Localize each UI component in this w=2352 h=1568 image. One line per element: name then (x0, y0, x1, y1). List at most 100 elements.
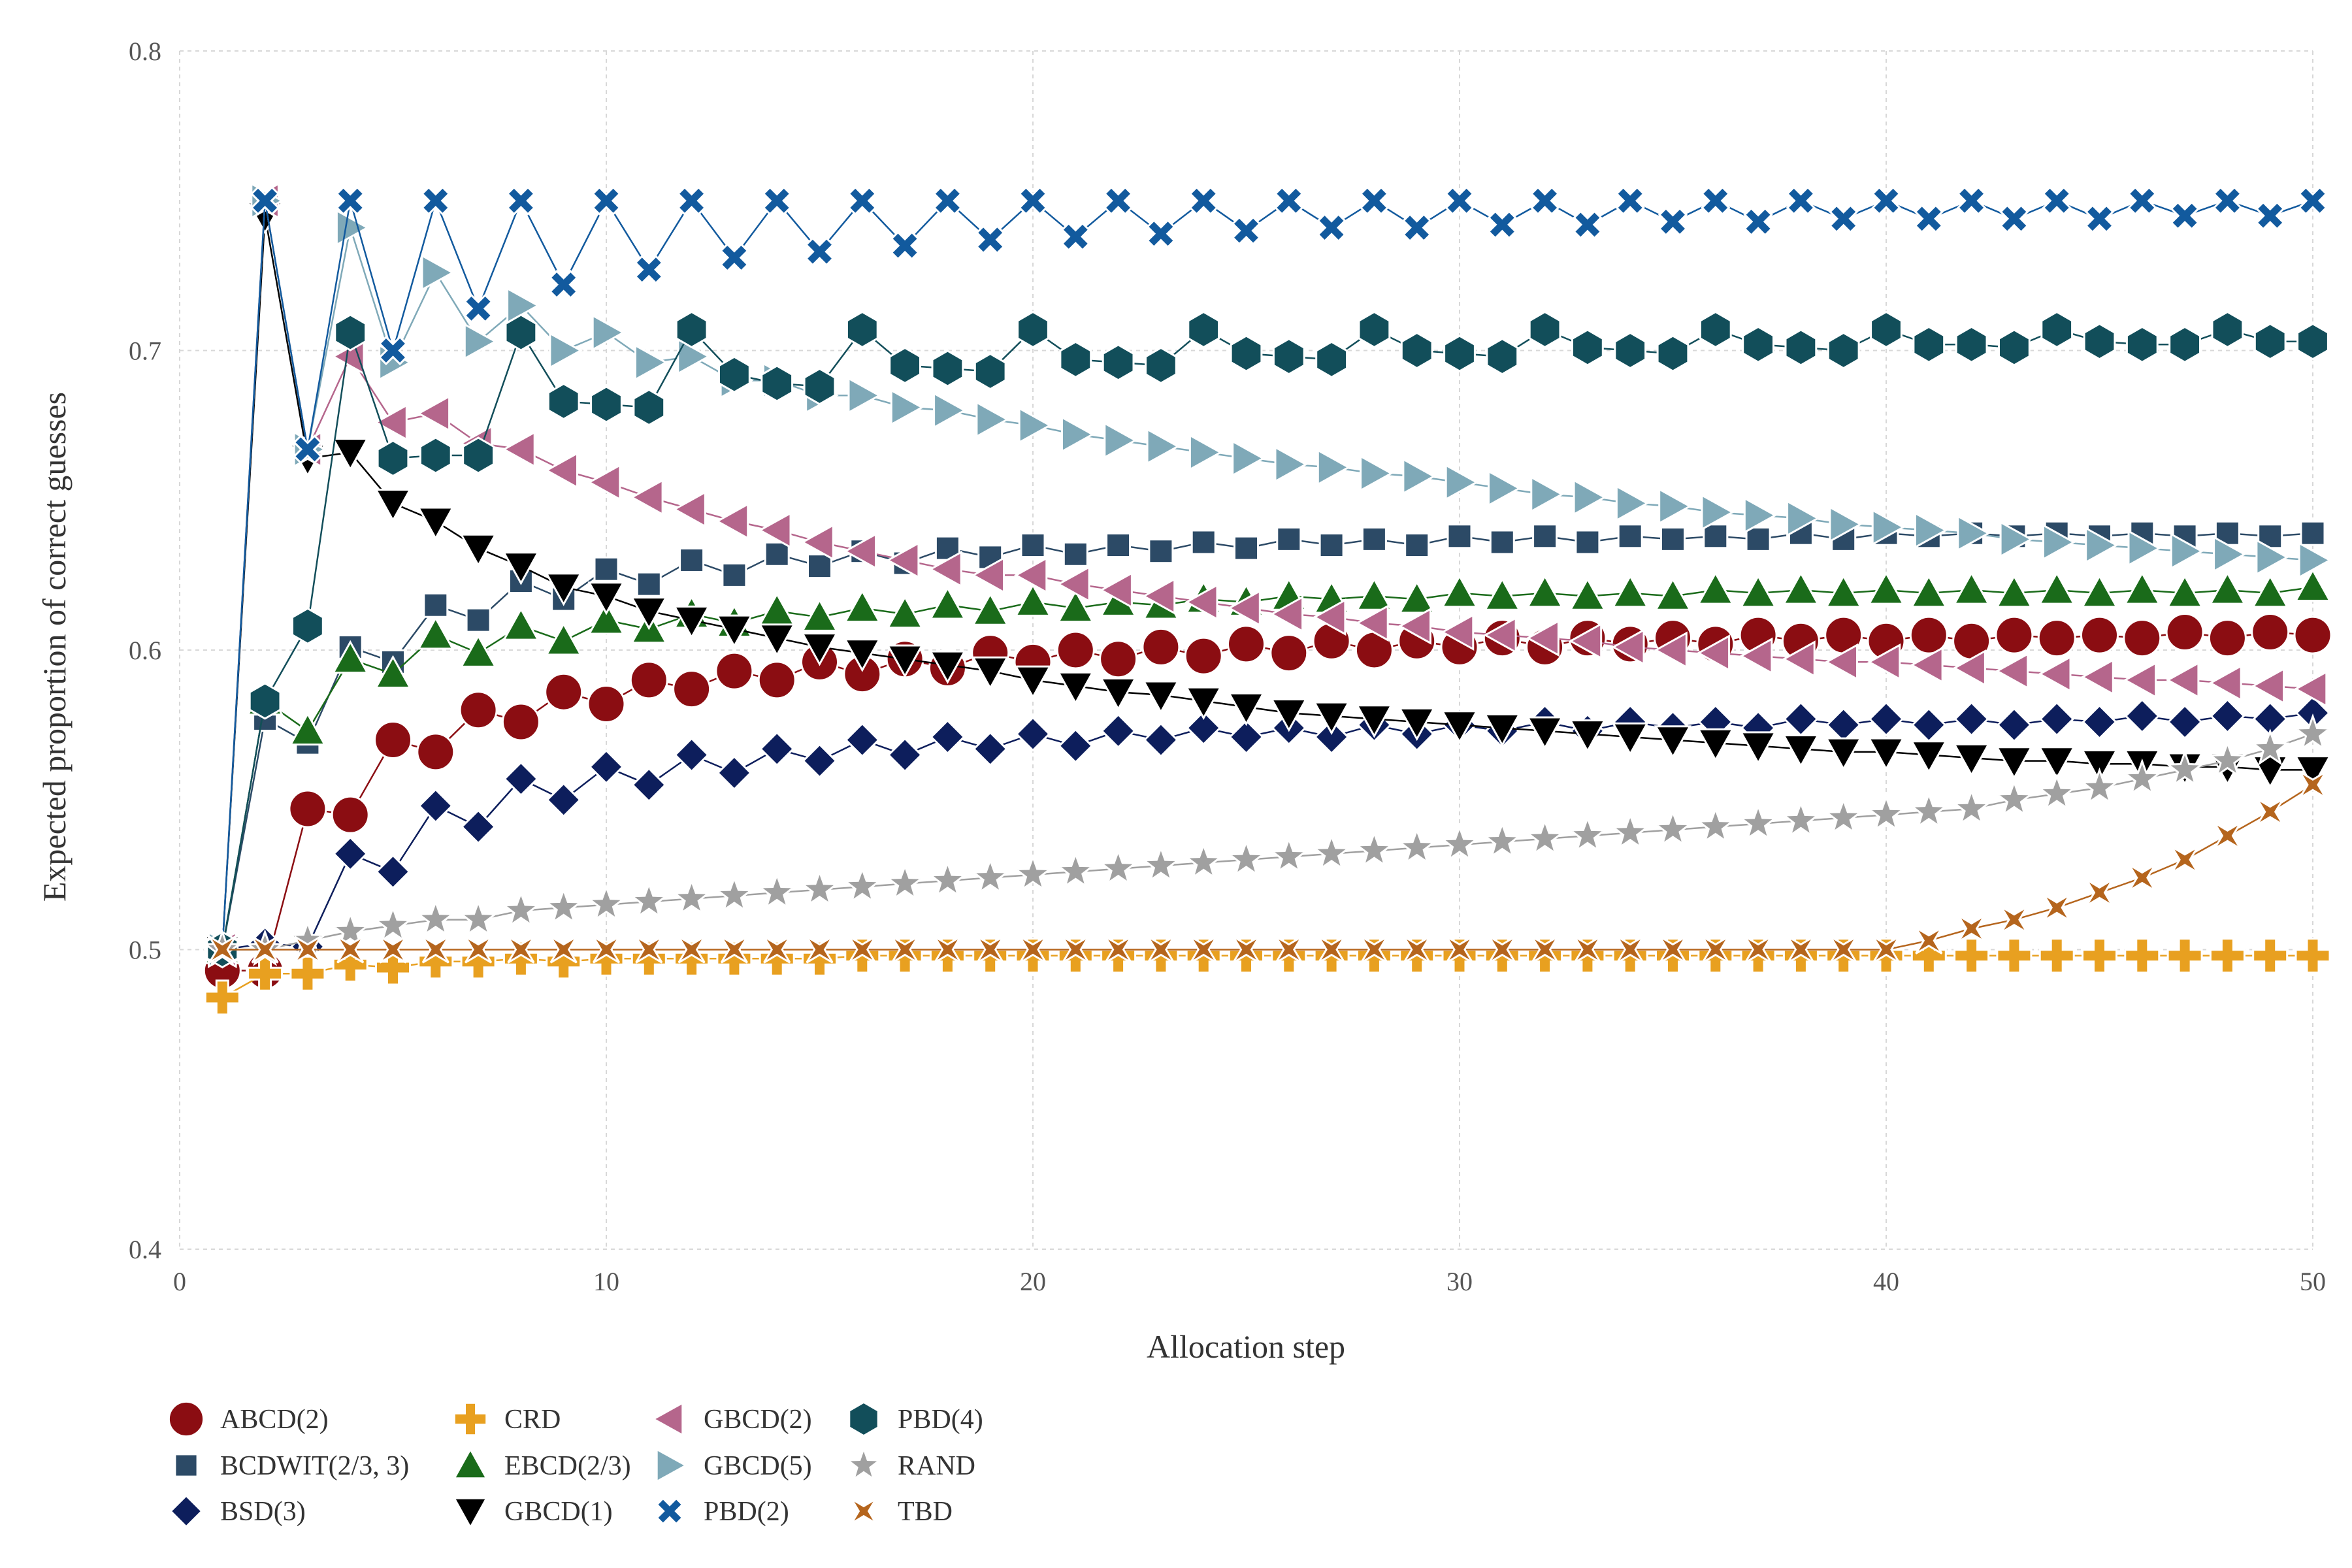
data-point-pbd-4 (718, 355, 751, 393)
data-point-gbcd-2 (2166, 661, 2200, 699)
series-line-bcdwit-2-3-3 (221, 532, 2313, 950)
data-point-pbd-4 (1998, 329, 2031, 367)
data-point-ebcd-2-3 (2123, 571, 2161, 605)
data-point-gbcd-5 (1146, 427, 1180, 465)
data-point-pbd-4 (1059, 340, 1092, 379)
data-point-tbd (1659, 936, 1687, 964)
data-point-pbd-4 (1827, 331, 1860, 370)
data-point-bsd-3 (2210, 698, 2246, 734)
legend-marker (848, 1401, 879, 1437)
data-point-gbcd-2 (2123, 661, 2157, 699)
data-point-pbd-4 (462, 436, 495, 474)
data-point-pbd-2 (1573, 210, 1603, 240)
data-point-pbd-2 (676, 186, 707, 216)
data-point-rand (757, 872, 797, 909)
data-point-tbd (1744, 936, 1772, 964)
data-point-bcdwit-2-3-3 (1703, 523, 1729, 549)
data-point-gbcd-5 (1402, 457, 1436, 495)
axes: 0 10 20 30 40 50 0.4 0.5 0.6 0.7 0.8 (129, 37, 2326, 1296)
series-line-pbd-2 (221, 198, 2313, 950)
data-point-pbd-4 (1400, 331, 1433, 370)
data-point-rand (1141, 845, 1181, 883)
data-point-tbd (507, 936, 535, 964)
data-point-rand (1739, 803, 1778, 841)
data-point-bcdwit-2-3-3 (593, 556, 619, 582)
data-point-abcd-2 (1184, 636, 1223, 676)
data-point-ebcd-2-3 (1483, 577, 1521, 611)
data-point-tbd (678, 936, 706, 964)
data-point-bsd-3 (1911, 707, 1947, 743)
legend-item-ebcd-2-3: EBCD(2/3) (452, 1447, 631, 1481)
legend-label: ABCD(2) (220, 1405, 329, 1435)
data-point-rand (544, 887, 583, 924)
x-tick-label: 40 (1873, 1267, 1899, 1296)
data-point-crd (2295, 938, 2331, 974)
data-point-tbd (1318, 936, 1346, 964)
data-point-gbcd-2 (1355, 604, 1389, 642)
data-point-abcd-2 (2165, 612, 2204, 651)
data-point-pbd-2 (2170, 201, 2200, 231)
data-point-rand (1823, 797, 1863, 835)
data-point-pbd-4 (1912, 325, 1946, 364)
data-point-gbcd-1 (1014, 665, 1052, 699)
data-point-bsd-3 (844, 722, 880, 758)
data-point-tbd (806, 936, 834, 964)
data-point-pbd-2 (506, 186, 536, 216)
data-point-rand (2293, 713, 2332, 751)
data-point-ebcd-2-3 (1014, 583, 1052, 617)
data-point-gbcd-1 (1910, 740, 1948, 774)
data-point-ebcd-2-3 (331, 640, 369, 674)
data-point-gbcd-1 (1142, 680, 1180, 714)
data-point-bsd-3 (972, 731, 1008, 767)
data-point-ebcd-2-3 (502, 607, 540, 641)
data-point-abcd-2 (288, 789, 327, 828)
data-point-pbd-4 (1272, 337, 1305, 376)
data-point-abcd-2 (672, 670, 711, 709)
data-point-gbcd-2 (544, 451, 578, 489)
data-point-ebcd-2-3 (2038, 571, 2076, 605)
data-point-gbcd-5 (1829, 505, 1863, 543)
data-point-bsd-3 (1228, 719, 1264, 755)
data-point-pbd-2 (1188, 186, 1218, 216)
data-point-pbd-4 (2296, 322, 2329, 361)
data-point-bsd-3 (1143, 722, 1179, 758)
data-point-bsd-3 (631, 767, 667, 803)
data-point-pbd-2 (932, 186, 963, 216)
data-point-gbcd-1 (1739, 731, 1777, 765)
data-point-pbd-4 (1528, 310, 1561, 349)
data-point-pbd-4 (760, 365, 794, 402)
data-point-gbcd-2 (1910, 646, 1944, 684)
data-point-pbd-2 (1829, 204, 1859, 234)
data-point-gbcd-1 (1526, 716, 1564, 750)
data-point-gbcd-1 (2080, 749, 2119, 783)
data-point-gbcd-2 (672, 490, 706, 529)
data-point-bcdwit-2-3-3 (1318, 532, 1345, 559)
data-point-gbcd-1 (800, 632, 839, 666)
data-point-gbcd-1 (1441, 710, 1478, 744)
data-point-ebcd-2-3 (545, 622, 583, 656)
data-point-ebcd-2-3 (928, 586, 966, 620)
data-point-ebcd-2-3 (459, 634, 497, 668)
data-point-gbcd-2 (1952, 649, 1986, 687)
legend-item-gbcd-5: GBCD(5) (655, 1447, 812, 1484)
data-point-gbcd-2 (1526, 619, 1560, 657)
data-point-bsd-3 (802, 743, 838, 779)
legend-item-tbd: TBD (850, 1497, 953, 1527)
data-point-tbd (1829, 936, 1857, 964)
data-point-ebcd-2-3 (972, 592, 1009, 626)
legend-item-rand: RAND (845, 1445, 975, 1482)
y-tick-label: 0.8 (129, 37, 161, 66)
data-point-crd (2252, 938, 2289, 974)
data-point-tbd (2128, 864, 2156, 892)
data-point-pbd-2 (762, 186, 792, 216)
data-point-ebcd-2-3 (2166, 574, 2204, 608)
data-point-pbd-4 (291, 607, 324, 645)
data-point-bcdwit-2-3-3 (1062, 541, 1088, 567)
legend-item-crd: CRD (453, 1401, 561, 1437)
data-point-gbcd-2 (630, 478, 664, 516)
data-point-gbcd-2 (1995, 652, 2029, 690)
data-point-pbd-2 (2084, 204, 2115, 234)
data-point-gbcd-2 (2080, 658, 2114, 696)
data-point-pbd-2 (378, 335, 408, 366)
legend-label: PBD(2) (704, 1497, 789, 1527)
